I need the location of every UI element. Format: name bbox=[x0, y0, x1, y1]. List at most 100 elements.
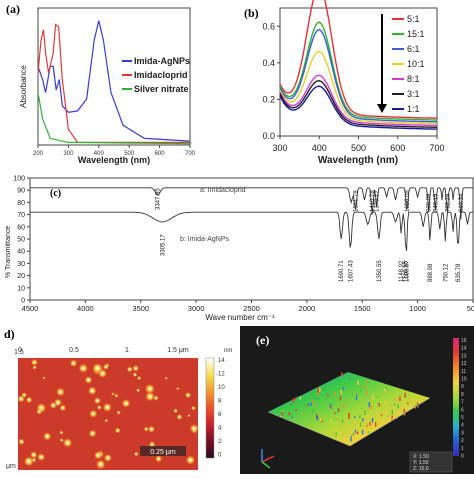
panel-c-y-tick-label-2: 20 bbox=[17, 273, 25, 280]
panel-c-y-tick-label-3: 30 bbox=[17, 261, 25, 268]
panel-b-series-line-1 bbox=[279, 21, 437, 121]
panel-c-xlabel: Wave number cm⁻¹ bbox=[205, 313, 275, 322]
panel-c-y-tick-label-10: 100 bbox=[13, 176, 25, 183]
panel-b-label: (b) bbox=[244, 6, 259, 20]
panel-d-x-tick-3: 1.5 μm bbox=[167, 347, 189, 354]
panel-c-peak-label-b-3: 1350.55 bbox=[377, 260, 383, 282]
panel-b-legend-label-4: 8:1 bbox=[407, 74, 420, 84]
panel-a-legend: Imida-AgNPs Imidacloprid Silver nitrate bbox=[122, 56, 190, 94]
afm2d-particle bbox=[144, 383, 155, 394]
panel-c-y-tick-label-1: 10 bbox=[17, 285, 25, 292]
afm2d-particle bbox=[164, 376, 168, 380]
panel-b-legend-label-0: 5:1 bbox=[407, 14, 420, 24]
panel-a-series-line-2 bbox=[37, 92, 191, 145]
afm2d-particle bbox=[102, 402, 113, 413]
panel-c-peak-label-b-5: 1110.56 bbox=[403, 261, 409, 282]
afm2d-particle bbox=[104, 418, 109, 423]
panel-c-series bbox=[30, 187, 473, 251]
panel-b: (b) Wavelength (nm) 300 400 500 600 700 0.0 0.… bbox=[244, 0, 445, 166]
panel-c-y-tick-label-9: 90 bbox=[17, 188, 25, 195]
panel-a-label: (a) bbox=[6, 2, 20, 16]
panel-c-series-line-0 bbox=[30, 187, 473, 220]
panel-c-ticks: 4500 4000 3500 3000 2500 2000 1500 1000 500 0 10 20… bbox=[13, 176, 474, 314]
afm2d-particle bbox=[42, 376, 46, 380]
afm2d-particle bbox=[17, 395, 25, 403]
afm2d-particle bbox=[147, 425, 156, 433]
panel-a-ylabel: Absorbance bbox=[19, 65, 28, 108]
afm3d-axis-triad bbox=[261, 449, 275, 469]
afm2d-particle bbox=[116, 410, 121, 415]
panel-a-legend-label-1: Imidacloprid bbox=[134, 70, 188, 80]
panel-c-x-tick-label-4: 2500 bbox=[243, 304, 260, 313]
panel-d-x-tick-2: 1 bbox=[125, 347, 129, 354]
panel-c-peak-label-a-0: 3347.85 bbox=[156, 188, 162, 210]
afm2d-particle bbox=[155, 455, 163, 463]
panel-c-peak-label-a-8: 610.34 bbox=[459, 193, 465, 212]
afm2d-particle bbox=[173, 408, 179, 414]
afm3d-colorbar-tick-8: 7 bbox=[461, 400, 464, 406]
afm2d-particle bbox=[176, 387, 180, 391]
panel-c-peak-label-b-8: 750.12 bbox=[443, 263, 449, 282]
panel-c-peak-label-a-7: 732.28 bbox=[445, 193, 451, 212]
panel-b-arrowhead bbox=[377, 104, 387, 113]
afm2d-particle bbox=[43, 432, 52, 441]
afm2d-particle bbox=[59, 430, 64, 435]
panel-c-x-tick-label-7: 1000 bbox=[409, 304, 426, 313]
afm2d-colorbar bbox=[205, 357, 215, 459]
afm2d-particle bbox=[31, 457, 37, 463]
panel-a-legend-label-0: Imida-AgNPs bbox=[134, 56, 190, 66]
afm2d-particle bbox=[93, 451, 103, 460]
panel-b-x-tick-label-2: 500 bbox=[351, 143, 366, 153]
afm2d-particle bbox=[62, 438, 73, 448]
afm2d-particle bbox=[136, 388, 141, 393]
afm2d-particle bbox=[87, 386, 97, 396]
panel-a-series-line-0 bbox=[37, 20, 191, 142]
afm2d-particle bbox=[184, 391, 192, 399]
panel-b-legend-label-2: 6:1 bbox=[407, 44, 420, 54]
afm2d-colorbar-unit: nm bbox=[224, 348, 232, 354]
afm2d-particle bbox=[145, 391, 155, 402]
panel-b-ticks: 300 400 500 600 700 0.0 0.2 0.4 0.6 bbox=[262, 21, 444, 153]
afm2d-scalebar-box bbox=[140, 446, 186, 456]
afm2d-colorbar-tick-4: 6 bbox=[218, 412, 222, 418]
afm3d-colorbar-tick-11: 4 bbox=[461, 423, 464, 429]
panel-b-series-line-3 bbox=[279, 50, 437, 125]
afm2d-particle bbox=[132, 372, 138, 378]
panel-b-series-line-0 bbox=[279, 0, 438, 119]
afm3d-edge-front bbox=[267, 411, 351, 447]
panel-a-legend-label-2: Silver nitrate bbox=[134, 84, 189, 94]
panel-b-legend: 5:1 15:1 6:1 10:1 8:1 3:1 1:1 bbox=[392, 14, 425, 114]
afm2d-particle bbox=[53, 398, 63, 407]
afm3d-peaks bbox=[275, 372, 419, 442]
afm2d-particle bbox=[103, 364, 109, 370]
panel-a-series-line-1 bbox=[37, 23, 190, 143]
afm2d-particle bbox=[30, 451, 38, 459]
afm2d-particle bbox=[56, 387, 65, 397]
panel-c-label: (c) bbox=[50, 188, 61, 199]
panel-d-x-tick-1: 0.5 bbox=[69, 347, 79, 354]
afm2d-particle bbox=[111, 392, 115, 396]
panel-c-y-tick-label-4: 40 bbox=[17, 249, 25, 256]
panel-c-peak-label-a-2: 1410.78 bbox=[370, 190, 376, 212]
panel-c-series-a-label: a: Imidacloprid bbox=[200, 187, 246, 194]
panel-c-peak-label-a-6: 840.15 bbox=[433, 193, 439, 212]
afm2d-particle bbox=[25, 396, 33, 404]
panel-d-y-tick-top: 1.5 bbox=[14, 349, 24, 356]
panel-c-peak-label-b-6: 1099.67 bbox=[405, 260, 411, 282]
afm2d-particle bbox=[96, 404, 102, 410]
afm3d-y-axis-icon bbox=[261, 461, 271, 469]
afm2d-colorbar-tick-2: 10 bbox=[218, 385, 225, 391]
panel-d-x-tick-0: 0 bbox=[18, 347, 22, 354]
afm2d-particle bbox=[187, 414, 191, 418]
afm3d-colorbar-tick-10: 5 bbox=[461, 415, 464, 421]
afm2d-particle bbox=[136, 375, 142, 381]
afm3d-readout-z: Z: 15.0 bbox=[413, 466, 429, 472]
afm3d-readout-x: X: 1.50 bbox=[413, 454, 429, 460]
afm3d-colorbar-tick-3: 12 bbox=[461, 361, 467, 367]
panel-a-series bbox=[37, 20, 191, 145]
afm3d-colorbar-tick-9: 6 bbox=[461, 407, 464, 413]
afm3d-colorbar-tick-4: 11 bbox=[461, 369, 466, 375]
afm3d-colorbar-tick-6: 9 bbox=[461, 384, 464, 390]
panel-d-y-tick-bottom: μm bbox=[6, 463, 16, 470]
